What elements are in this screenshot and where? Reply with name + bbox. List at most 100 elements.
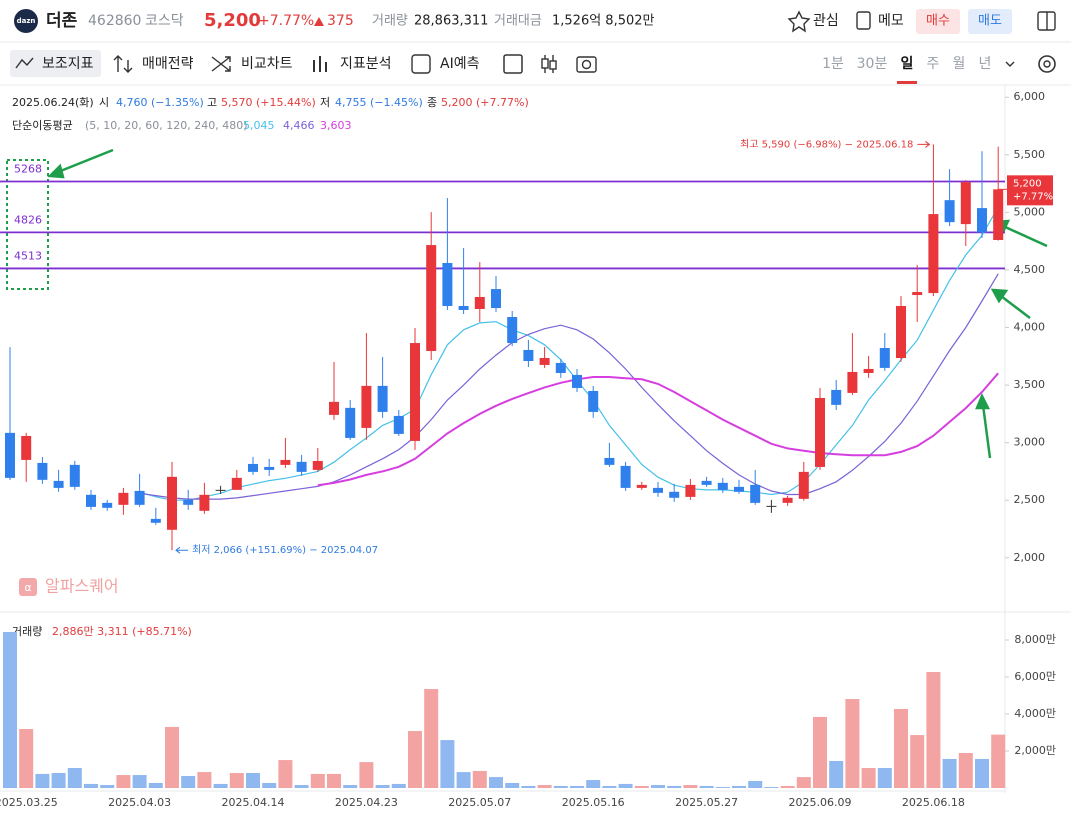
volume-bar bbox=[521, 785, 536, 788]
period-active-underline bbox=[897, 81, 917, 84]
indicators-icon bbox=[15, 57, 34, 69]
buy-button[interactable]: 매수 bbox=[916, 9, 960, 34]
settings[interactable] bbox=[1038, 55, 1056, 73]
volume-bar bbox=[213, 783, 228, 788]
ma-line bbox=[317, 372, 999, 487]
volume-bar bbox=[748, 780, 763, 788]
candle-body bbox=[69, 464, 80, 487]
sell-button[interactable]: 매도 bbox=[968, 9, 1012, 34]
ma-line bbox=[139, 273, 999, 500]
last-price-label: 5,200 bbox=[1013, 178, 1042, 189]
candle-body bbox=[539, 358, 550, 365]
candle-type[interactable] bbox=[541, 58, 549, 69]
stock-name: 더존 bbox=[46, 11, 78, 31]
x-tick-label: 2025.04.14 bbox=[222, 796, 285, 809]
volume-bar bbox=[489, 777, 503, 788]
candle-body bbox=[798, 471, 809, 499]
analysis-label: 지표분석 bbox=[340, 56, 392, 72]
candle-body bbox=[393, 415, 404, 434]
ma-label: 단순이동평균 bbox=[12, 119, 73, 132]
volume-bar bbox=[537, 785, 552, 788]
ai-label: AI예측 bbox=[440, 56, 480, 72]
ai-button[interactable]: AI예측 bbox=[411, 54, 480, 74]
volume-bar bbox=[942, 758, 957, 788]
volume-tick-label: 2,000만 bbox=[1014, 744, 1056, 757]
candle-body bbox=[944, 200, 955, 223]
sell-label: 매도 bbox=[978, 14, 1002, 29]
candle-body bbox=[782, 497, 793, 503]
volume-bar bbox=[715, 787, 730, 788]
candle-body bbox=[118, 492, 129, 505]
last-price-tag bbox=[1007, 175, 1053, 206]
candle-body bbox=[977, 208, 987, 233]
volume-bar bbox=[262, 783, 277, 788]
volume-label: 거래량 bbox=[372, 14, 408, 29]
sell-bg bbox=[968, 9, 1012, 34]
close-value: 5,200 (+7.77%) bbox=[441, 96, 529, 109]
volume-bar bbox=[391, 783, 406, 788]
ai-icon bbox=[411, 54, 431, 74]
volume-bar bbox=[877, 768, 892, 788]
candle-body bbox=[896, 305, 906, 359]
volume-bar bbox=[327, 773, 341, 788]
period-tab[interactable]: 월 bbox=[953, 56, 966, 72]
high-label: 고 bbox=[207, 96, 217, 109]
memo-label: 메모 bbox=[878, 13, 904, 29]
draw-tool[interactable] bbox=[503, 54, 523, 74]
candle-body bbox=[474, 296, 485, 309]
period-tab[interactable]: 일 bbox=[901, 56, 914, 72]
screenshot[interactable] bbox=[576, 56, 597, 73]
y-tick-label: 3,500 bbox=[1014, 378, 1046, 391]
volume-bar bbox=[829, 760, 844, 788]
period-tab[interactable]: 30분 bbox=[857, 56, 888, 72]
arrow-head bbox=[975, 392, 991, 410]
candle-body bbox=[442, 263, 453, 306]
volume-bar bbox=[51, 773, 66, 788]
ma-legend: 3,603 bbox=[320, 119, 352, 132]
volume-bar bbox=[667, 785, 682, 788]
volume-bar bbox=[100, 785, 115, 788]
favorite-label: 관심 bbox=[813, 13, 839, 29]
period-tab[interactable]: 1분 bbox=[822, 56, 844, 72]
candle-body bbox=[377, 385, 388, 412]
candle-body bbox=[102, 502, 113, 508]
memo-button[interactable]: 메모 bbox=[856, 11, 904, 30]
last-price-change: +7.77% bbox=[1013, 191, 1053, 202]
volume-bar bbox=[19, 728, 34, 788]
candle-body bbox=[523, 349, 534, 362]
y-tick-label: 3,000 bbox=[1014, 436, 1046, 449]
candle-body bbox=[507, 317, 518, 344]
low-value: 4,755 (−1.45%) bbox=[335, 96, 423, 109]
analysis-button[interactable]: 지표분석 bbox=[313, 56, 392, 72]
candle-body bbox=[183, 499, 194, 505]
candle-body bbox=[831, 389, 842, 405]
volume-bar bbox=[991, 734, 1006, 788]
indicators-button[interactable]: 보조지표 bbox=[10, 50, 101, 77]
max-annotation: 최고 5,590 (−6.98%) − 2025.06.18 bbox=[740, 138, 913, 150]
strategy-button[interactable]: 매매전략 bbox=[113, 55, 194, 73]
favorite-button[interactable]: 관심 bbox=[787, 10, 839, 33]
ma-line bbox=[139, 206, 999, 501]
y-tick-label: 4,000 bbox=[1014, 321, 1046, 334]
level-box bbox=[6, 159, 49, 290]
min-arrow bbox=[175, 546, 188, 554]
period-tab[interactable]: 년 bbox=[979, 56, 992, 72]
candle-body bbox=[928, 214, 939, 294]
volume-bar bbox=[926, 671, 941, 788]
compare-button[interactable]: 비교차트 bbox=[211, 56, 293, 72]
buy-label: 매수 bbox=[926, 14, 950, 29]
open-label: 시 bbox=[99, 96, 109, 109]
close-label: 종 bbox=[427, 96, 437, 109]
volume-tick-label: 6,000만 bbox=[1014, 670, 1056, 683]
arrow-head bbox=[47, 163, 65, 179]
volume-bar bbox=[229, 773, 244, 788]
x-tick-label: 2025.05.16 bbox=[562, 796, 625, 809]
volume-bar bbox=[780, 785, 795, 788]
volume-title: 거래량 bbox=[12, 625, 42, 638]
period-more[interactable] bbox=[1005, 61, 1015, 67]
period-tab[interactable]: 주 bbox=[927, 56, 940, 72]
volume-bar bbox=[796, 777, 811, 788]
amount: 1,526억 8,502만 bbox=[552, 14, 655, 29]
x-tick-label: 2025.05.27 bbox=[675, 796, 738, 809]
